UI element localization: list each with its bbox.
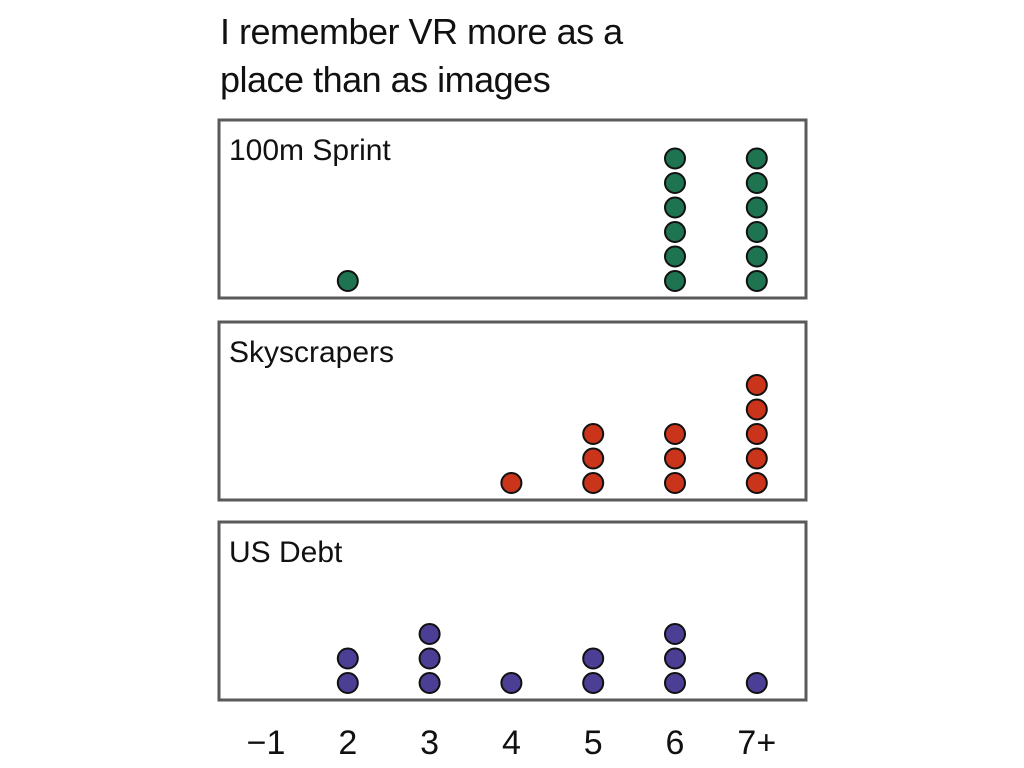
x-axis: −1 2 3 4 5 6 7+ (247, 724, 777, 762)
dot-point (664, 196, 686, 219)
dot-point (664, 221, 686, 243)
chart-title-line-2: place than as images (220, 59, 551, 100)
dot-point (582, 672, 605, 694)
x-tick-label: 7+ (737, 724, 776, 762)
dot-point (745, 423, 768, 445)
dot-point (336, 270, 359, 292)
panel-frame (217, 520, 808, 702)
dot-point (664, 623, 686, 645)
dot-point (664, 447, 686, 470)
dot-point (745, 172, 768, 194)
x-tick-label: 5 (584, 724, 603, 762)
dot-point (745, 196, 768, 219)
dot-point (745, 398, 768, 421)
panel-skyscrapers: Skyscrapers (217, 320, 808, 502)
dot-point (745, 374, 768, 396)
dot-point (582, 447, 605, 470)
dot-point (582, 647, 605, 670)
x-tick-label: 3 (420, 724, 439, 762)
dot-point (664, 270, 686, 292)
dot-point (745, 147, 768, 170)
dot-point (336, 672, 359, 694)
panel-frame (217, 320, 808, 502)
panel-100m-sprint: 100m Sprint (217, 118, 808, 300)
panel-label: 100m Sprint (229, 134, 391, 167)
dot-point (582, 472, 605, 494)
dot-point (664, 423, 686, 445)
panel-frame (217, 118, 808, 300)
panel-label: US Debt (229, 536, 343, 569)
dot-point (664, 245, 686, 268)
dot-point (336, 647, 359, 670)
dot-point (745, 270, 768, 292)
dot-point (418, 672, 441, 694)
dot-point (500, 672, 523, 694)
dot-point (418, 647, 441, 670)
x-tick-label: 6 (666, 724, 685, 762)
dot-point (664, 172, 686, 194)
dot-point (664, 672, 686, 694)
x-tick-label: −1 (247, 724, 286, 762)
chart-title-line-1: I remember VR more as a (220, 11, 623, 52)
x-tick-label: 4 (502, 724, 521, 762)
panel-label: Skyscrapers (229, 336, 394, 369)
dot-point (418, 623, 441, 645)
dot-point (664, 472, 686, 494)
dot-point (664, 647, 686, 670)
dot-point (745, 472, 768, 494)
dot-point (745, 672, 768, 694)
dot-point (664, 147, 686, 170)
x-tick-label: 2 (338, 724, 357, 762)
panel-us-debt: US Debt (217, 520, 808, 702)
dot-point (500, 472, 523, 494)
chart-title: I remember VR more as a place than as im… (220, 8, 860, 104)
dot-point (745, 221, 768, 243)
dot-point (745, 245, 768, 268)
dot-point (745, 447, 768, 470)
dot-point (582, 423, 605, 445)
